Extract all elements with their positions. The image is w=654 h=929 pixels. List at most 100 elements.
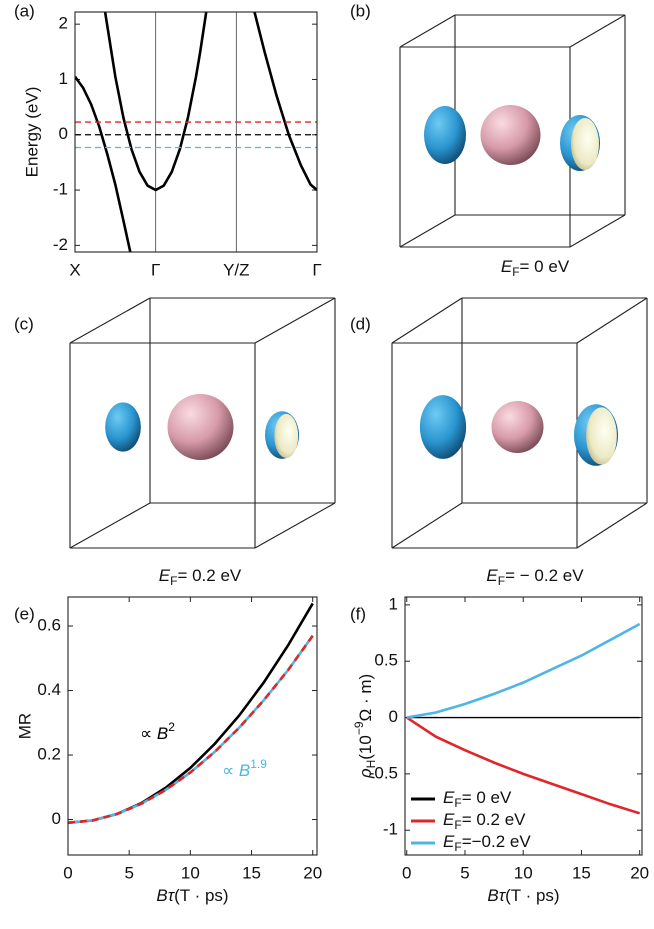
- caption-part: F: [170, 574, 177, 588]
- y-tick-label: 0: [59, 124, 68, 143]
- annotation-part: 1.9: [250, 757, 267, 771]
- x-tick-label: 10: [181, 863, 200, 882]
- legend-label-part: E: [443, 832, 455, 851]
- hole-pocket: [167, 394, 234, 460]
- axes-frame: [67, 596, 318, 856]
- x-tick-label: X: [69, 260, 80, 279]
- annotation-part: ∝: [140, 724, 157, 743]
- plot-area: [68, 602, 314, 825]
- cube-edge: [254, 502, 336, 549]
- y-axis-label: MR: [15, 713, 34, 739]
- x-tick-label: 15: [242, 863, 261, 882]
- y-axis-label-part: ρ: [356, 768, 375, 779]
- y-tick-label: -0.5: [369, 763, 398, 782]
- y-axis-label: ρH(10−9Ω · m): [352, 674, 378, 779]
- legend-label: EF= 0 eV: [443, 788, 512, 810]
- series-line: [253, 12, 317, 192]
- cube-edge: [69, 297, 151, 344]
- y-axis-label-part: Ω · m): [356, 674, 375, 722]
- legend-label-part: F: [454, 840, 461, 854]
- legend-label: EF=−0.2 eV: [443, 832, 531, 854]
- y-tick-label: -1: [383, 820, 398, 839]
- axes-frame: [74, 11, 318, 253]
- y-axis-label-part: (10: [356, 735, 375, 760]
- caption-part: E: [486, 566, 498, 585]
- y-tick-label: 0: [52, 809, 61, 828]
- cube-edge: [569, 14, 626, 48]
- x-tick-label: 5: [460, 863, 469, 882]
- annotation: ∝ B2: [140, 720, 175, 743]
- cube-edge: [399, 214, 456, 248]
- x-axis-label-part: (T · ps): [174, 886, 228, 905]
- legend-label-part: F: [454, 796, 461, 810]
- cube-edge: [391, 297, 463, 344]
- series-line: [68, 634, 314, 825]
- x-tick-label: 10: [514, 863, 533, 882]
- caption-part: E: [501, 257, 513, 276]
- x-tick-label: Γ: [312, 260, 321, 279]
- y-tick-label: 0.2: [37, 745, 61, 764]
- legend-label: EF= 0.2 eV: [443, 810, 526, 832]
- annotation-part: B: [239, 761, 250, 780]
- x-tick-label: 5: [124, 863, 133, 882]
- hole-pocket: [480, 105, 541, 165]
- series-line: [406, 716, 641, 815]
- caption-part: F: [498, 574, 505, 588]
- y-tick-label: 1: [59, 69, 68, 88]
- panel-label: (d): [350, 314, 371, 333]
- x-axis-label-part: Bτ: [487, 886, 506, 905]
- caption-part: F: [512, 265, 519, 279]
- panel-label: (e): [14, 604, 35, 623]
- y-tick-label: 0: [389, 707, 398, 726]
- series-line: [406, 622, 641, 719]
- y-tick-label: 0.5: [374, 651, 398, 670]
- legend-label-part: = 0.2 eV: [462, 810, 526, 829]
- cube-edge: [576, 502, 648, 549]
- panel-label: (a): [14, 1, 35, 20]
- x-tick-label: Y/Z: [223, 260, 249, 279]
- caption: EF= − 0.2 eV: [486, 566, 584, 588]
- caption: EF= 0.2 eV: [159, 566, 242, 588]
- legend-label-part: E: [443, 788, 455, 807]
- caption-part: = 0 eV: [520, 257, 570, 276]
- y-tick-label: -1: [53, 180, 68, 199]
- electron-pocket: [105, 402, 141, 452]
- panel-label: (c): [14, 314, 34, 333]
- x-tick-label: 20: [630, 863, 649, 882]
- fermi-cube: [69, 297, 336, 549]
- legend-label-part: E: [443, 810, 455, 829]
- electron-pocket-inner: [586, 407, 617, 465]
- x-axis-label-part: Bτ: [156, 886, 175, 905]
- electron-pocket: [424, 106, 466, 164]
- y-axis-label: Energy (eV): [22, 87, 41, 178]
- plot-area: [406, 622, 641, 815]
- x-tick-label: 0: [402, 863, 411, 882]
- annotation-part: 2: [168, 720, 175, 734]
- annotation-part: ∝: [222, 761, 239, 780]
- y-tick-label: -2: [53, 235, 68, 254]
- cube-edge: [391, 502, 463, 549]
- plot-area: [75, 12, 317, 252]
- caption-part: E: [159, 566, 171, 585]
- electron-pocket-inner: [274, 413, 299, 459]
- legend-label-part: F: [454, 818, 461, 832]
- x-tick-label: 20: [303, 863, 322, 882]
- x-tick-label: 15: [572, 863, 591, 882]
- hole-pocket: [491, 401, 544, 453]
- y-tick-label: 2: [59, 14, 68, 33]
- cube-edge: [69, 502, 151, 549]
- cube-edge: [576, 297, 648, 344]
- electron-pocket-inner: [571, 118, 599, 170]
- cube-edge: [569, 214, 626, 248]
- legend-label-part: =−0.2 eV: [462, 832, 532, 851]
- x-axis-label: Bτ(T · ps): [487, 886, 559, 905]
- annotation-part: B: [157, 724, 168, 743]
- y-tick-label: 0.6: [37, 616, 61, 635]
- electron-pocket: [419, 395, 467, 459]
- series-line: [68, 602, 314, 825]
- caption-part: = 0.2 eV: [177, 566, 241, 585]
- series-line: [75, 75, 132, 252]
- annotation: ∝ B1.9: [222, 757, 267, 780]
- x-tick-label: 0: [63, 863, 72, 882]
